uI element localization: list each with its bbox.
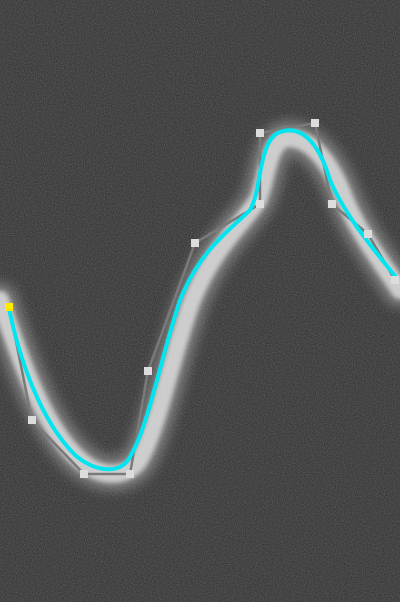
square-handle-icon[interactable] xyxy=(391,276,399,284)
control-point-handles xyxy=(5,119,399,478)
square-handle-icon[interactable] xyxy=(328,200,336,208)
fitted-spline[interactable] xyxy=(7,128,397,472)
start-handle-icon[interactable] xyxy=(5,303,13,311)
square-handle-icon[interactable] xyxy=(311,119,319,127)
square-handle-icon[interactable] xyxy=(256,200,264,208)
square-handle-icon[interactable] xyxy=(144,367,152,375)
square-handle-icon[interactable] xyxy=(256,129,264,137)
square-handle-icon[interactable] xyxy=(28,416,36,424)
square-handle-icon[interactable] xyxy=(364,230,372,238)
square-handle-icon[interactable] xyxy=(80,470,88,478)
square-handle-icon[interactable] xyxy=(191,239,199,247)
square-handle-icon[interactable] xyxy=(126,470,134,478)
control-polyline xyxy=(7,121,397,476)
